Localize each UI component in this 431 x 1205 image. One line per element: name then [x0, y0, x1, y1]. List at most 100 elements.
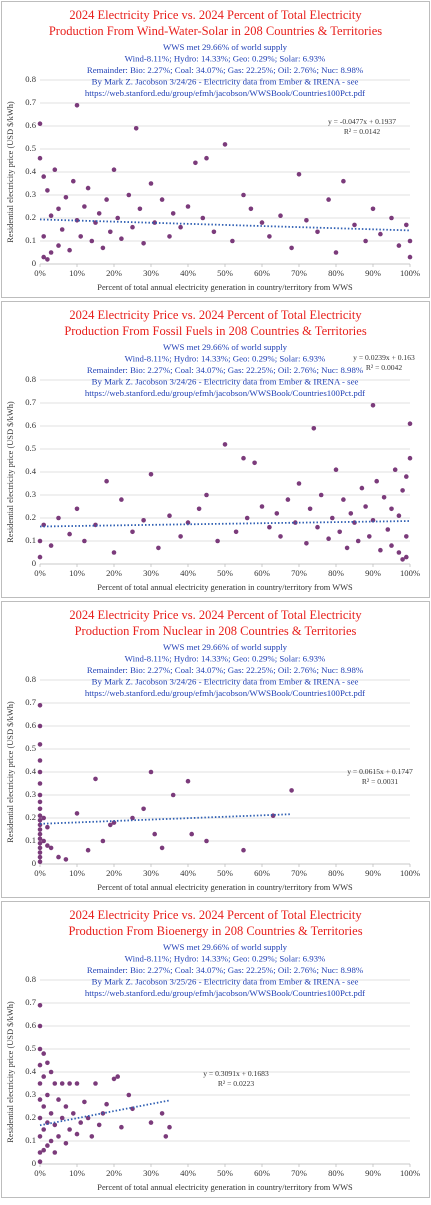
data-point [41, 838, 46, 844]
data-point [37, 1134, 43, 1139]
data-point [119, 1124, 124, 1130]
data-point [59, 1081, 65, 1086]
data-point [37, 813, 43, 818]
data-point [215, 538, 220, 544]
data-point [348, 511, 354, 516]
data-point [170, 211, 176, 216]
data-point [167, 513, 172, 518]
y-tick-label: 0.3 [25, 1089, 36, 1099]
chart-title: Production From Fossil Fuels in 208 Coun… [64, 324, 367, 338]
data-point [45, 843, 50, 848]
chart-title: Production From Nuclear in 208 Countries… [75, 624, 357, 638]
data-point [37, 806, 43, 812]
x-tick-label: 80% [328, 568, 344, 578]
x-tick-label: 10% [69, 868, 85, 878]
data-point [137, 206, 143, 212]
x-tick-label: 100% [400, 1168, 420, 1178]
data-point [48, 250, 54, 255]
data-point [407, 421, 413, 427]
data-point [45, 1143, 50, 1148]
x-tick-label: 60% [254, 568, 270, 578]
data-point [37, 538, 43, 544]
data-point [170, 792, 176, 798]
data-point [37, 1003, 43, 1008]
data-point [163, 1134, 169, 1139]
data-point [37, 827, 43, 832]
y-tick-label: 0.5 [25, 143, 36, 153]
data-point [37, 818, 43, 823]
x-tick-label: 50% [217, 868, 233, 878]
data-point [370, 206, 376, 212]
data-point [267, 524, 272, 530]
data-point [185, 204, 191, 209]
data-point [252, 460, 257, 466]
annotation: By Mark Z. Jacobson 3/24/26 - Electricit… [92, 677, 359, 687]
x-tick-label: 10% [69, 268, 85, 278]
data-point [45, 1092, 50, 1098]
y-tick-label: 0.4 [25, 766, 36, 776]
chart-title: 2024 Electricity Price vs. 2024 Percent … [69, 8, 362, 22]
data-point [63, 857, 69, 862]
data-point [74, 103, 80, 108]
y-axis-title: Residential electricity price (USD $/kWh… [6, 101, 15, 243]
y-tick-label: 0.6 [25, 420, 36, 430]
x-tick-label: 60% [254, 868, 270, 878]
y-tick-label: 0.8 [25, 74, 36, 84]
data-point [337, 529, 343, 535]
data-point [407, 455, 413, 461]
annotation: https://web.stanford.edu/group/efmh/jaco… [85, 688, 365, 698]
annotation: Remainder: Bio: 2.27%; Coal: 34.07%; Gas… [87, 665, 364, 675]
y-tick-label: 0.8 [25, 674, 36, 684]
x-tick-label: 10% [69, 1168, 85, 1178]
data-point [304, 218, 309, 223]
y-tick-label: 0.2 [25, 1112, 36, 1122]
annotation: WWS met 29.66% of world supply [163, 942, 288, 952]
data-point [85, 847, 91, 853]
data-point [233, 529, 239, 535]
data-point [133, 126, 139, 131]
data-point [404, 474, 409, 479]
data-point [108, 229, 113, 235]
data-point [230, 238, 235, 244]
y-tick-label: 0.4 [25, 1066, 36, 1076]
annotation: Wind-8.11%; Hydro: 14.33%; Geo: 0.29%; S… [125, 654, 326, 664]
data-point [52, 1122, 58, 1128]
data-point [93, 776, 98, 782]
data-point [41, 234, 46, 239]
data-point [37, 781, 43, 786]
data-point [389, 543, 394, 548]
y-tick-label: 0.6 [25, 1020, 36, 1030]
data-point [167, 234, 172, 239]
annotation: Remainder: Bio: 2.27%; Coal: 34.07%; Gas… [87, 65, 364, 75]
data-point [130, 224, 135, 230]
data-point [289, 245, 294, 251]
data-point [96, 1122, 102, 1128]
data-point [311, 426, 317, 431]
data-point [67, 247, 72, 253]
x-tick-label: 30% [143, 568, 159, 578]
data-point [45, 824, 50, 830]
trendline [39, 1099, 170, 1127]
y-tick-label: 0 [32, 558, 36, 568]
data-point [200, 215, 206, 221]
data-point [85, 1115, 91, 1121]
annotation: https://web.stanford.edu/group/efmh/jaco… [85, 388, 365, 398]
data-point [41, 254, 46, 260]
y-tick-label: 0.3 [25, 189, 36, 199]
trend-equation: y = 0.0239x + 0.163 [353, 353, 415, 362]
data-point [108, 822, 113, 828]
x-tick-label: 0% [34, 568, 45, 578]
panel-border [1, 301, 430, 598]
y-tick-label: 0.8 [25, 974, 36, 984]
data-point [67, 531, 72, 537]
data-point [78, 234, 83, 239]
data-point [296, 172, 302, 177]
data-point [37, 799, 43, 805]
data-point [359, 485, 365, 491]
x-axis-title: Percent of total annual electricity gene… [97, 283, 353, 292]
y-tick-label: 0 [32, 1158, 36, 1168]
data-point [396, 550, 402, 555]
x-tick-label: 70% [291, 868, 307, 878]
annotation: Wind-8.11%; Hydro: 14.33%; Geo: 0.29%; S… [125, 954, 326, 964]
